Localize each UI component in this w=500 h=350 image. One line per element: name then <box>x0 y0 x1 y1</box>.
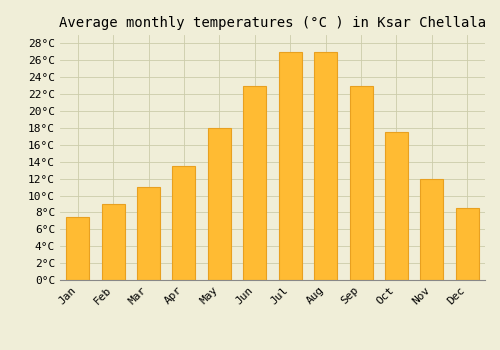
Bar <box>420 178 444 280</box>
Bar <box>102 204 124 280</box>
Bar <box>350 86 372 280</box>
Title: Average monthly temperatures (°C ) in Ksar Chellala: Average monthly temperatures (°C ) in Ks… <box>59 16 486 30</box>
Bar <box>244 86 266 280</box>
Bar <box>137 187 160 280</box>
Bar <box>314 52 337 280</box>
Bar <box>172 166 196 280</box>
Bar <box>385 132 408 280</box>
Bar <box>66 217 89 280</box>
Bar <box>456 208 479 280</box>
Bar <box>208 128 231 280</box>
Bar <box>278 52 301 280</box>
